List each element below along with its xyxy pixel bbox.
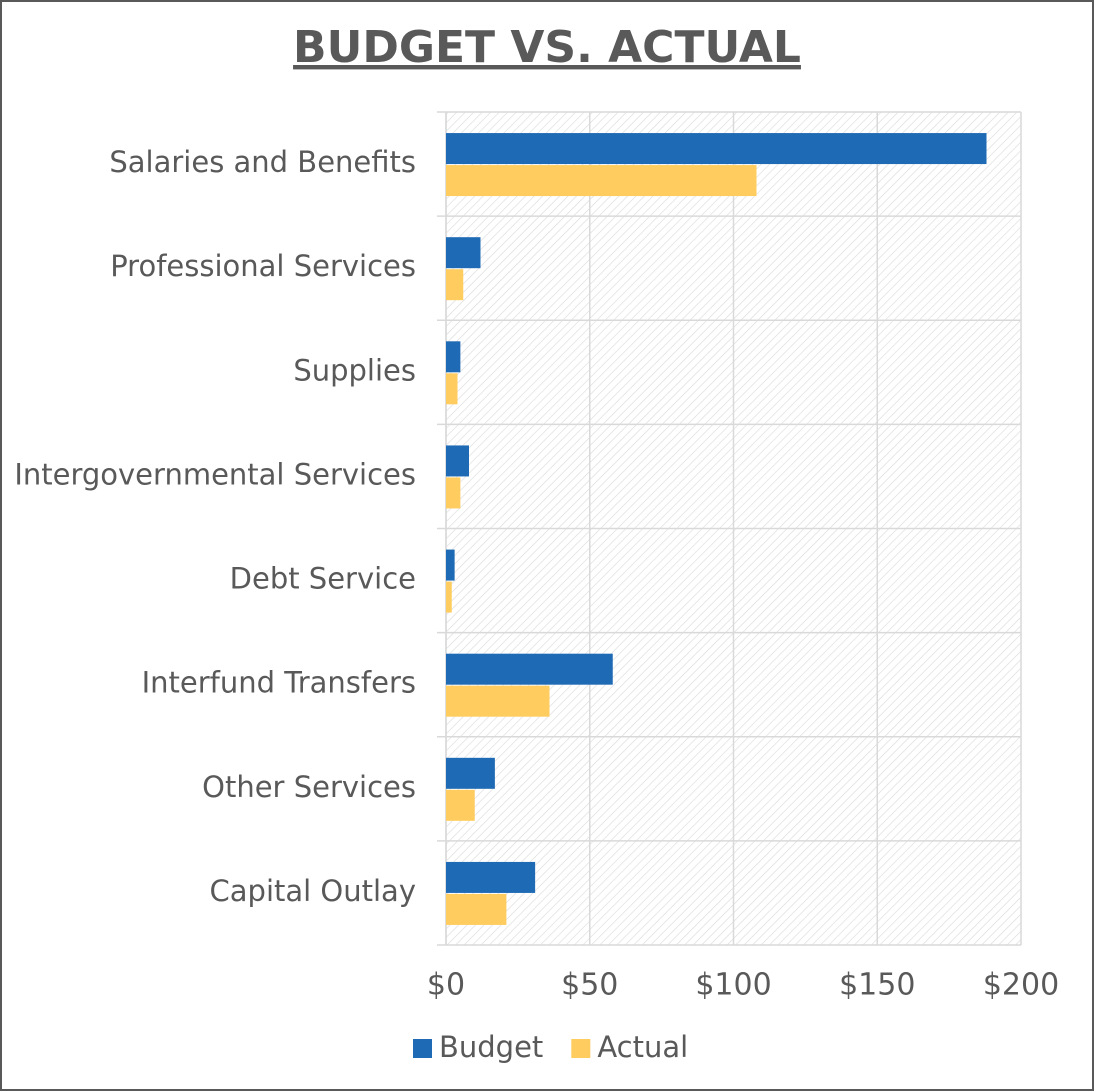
bar — [446, 549, 455, 581]
chart-title: BUDGET VS. ACTUAL — [293, 22, 801, 73]
y-tick-label: Supplies — [293, 353, 416, 387]
y-tick-label: Other Services — [202, 770, 416, 804]
bar — [446, 789, 475, 821]
bar — [446, 861, 536, 893]
y-tick-label: Capital Outlay — [210, 874, 416, 908]
y-tick-label: Debt Service — [230, 562, 416, 596]
y-tick-label: Interfund Transfers — [142, 666, 416, 700]
y-tick-label: Intergovernmental Services — [14, 457, 416, 491]
bar — [446, 445, 469, 477]
bar — [446, 653, 613, 685]
y-tick-label: Salaries and Benefits — [109, 145, 416, 179]
bar — [446, 893, 507, 925]
y-tick-label: Professional Services — [110, 249, 416, 283]
bar — [446, 237, 481, 269]
legend-swatch — [413, 1039, 432, 1058]
x-tick-label: $100 — [695, 968, 771, 1003]
bar — [446, 373, 458, 405]
x-tick-label: $0 — [427, 968, 465, 1003]
x-tick-label: $200 — [983, 968, 1059, 1003]
bar — [446, 341, 461, 373]
bar — [446, 133, 987, 165]
bar — [446, 165, 757, 197]
bar — [446, 269, 464, 301]
legend-label: Budget — [439, 1030, 543, 1064]
legend-label: Actual — [597, 1030, 688, 1064]
bar — [446, 685, 550, 717]
bar — [446, 757, 495, 789]
legend-swatch — [571, 1039, 591, 1058]
x-tick-label: $150 — [839, 968, 915, 1003]
bar — [446, 477, 461, 509]
x-tick-label: $50 — [561, 968, 618, 1003]
bar — [446, 581, 452, 613]
